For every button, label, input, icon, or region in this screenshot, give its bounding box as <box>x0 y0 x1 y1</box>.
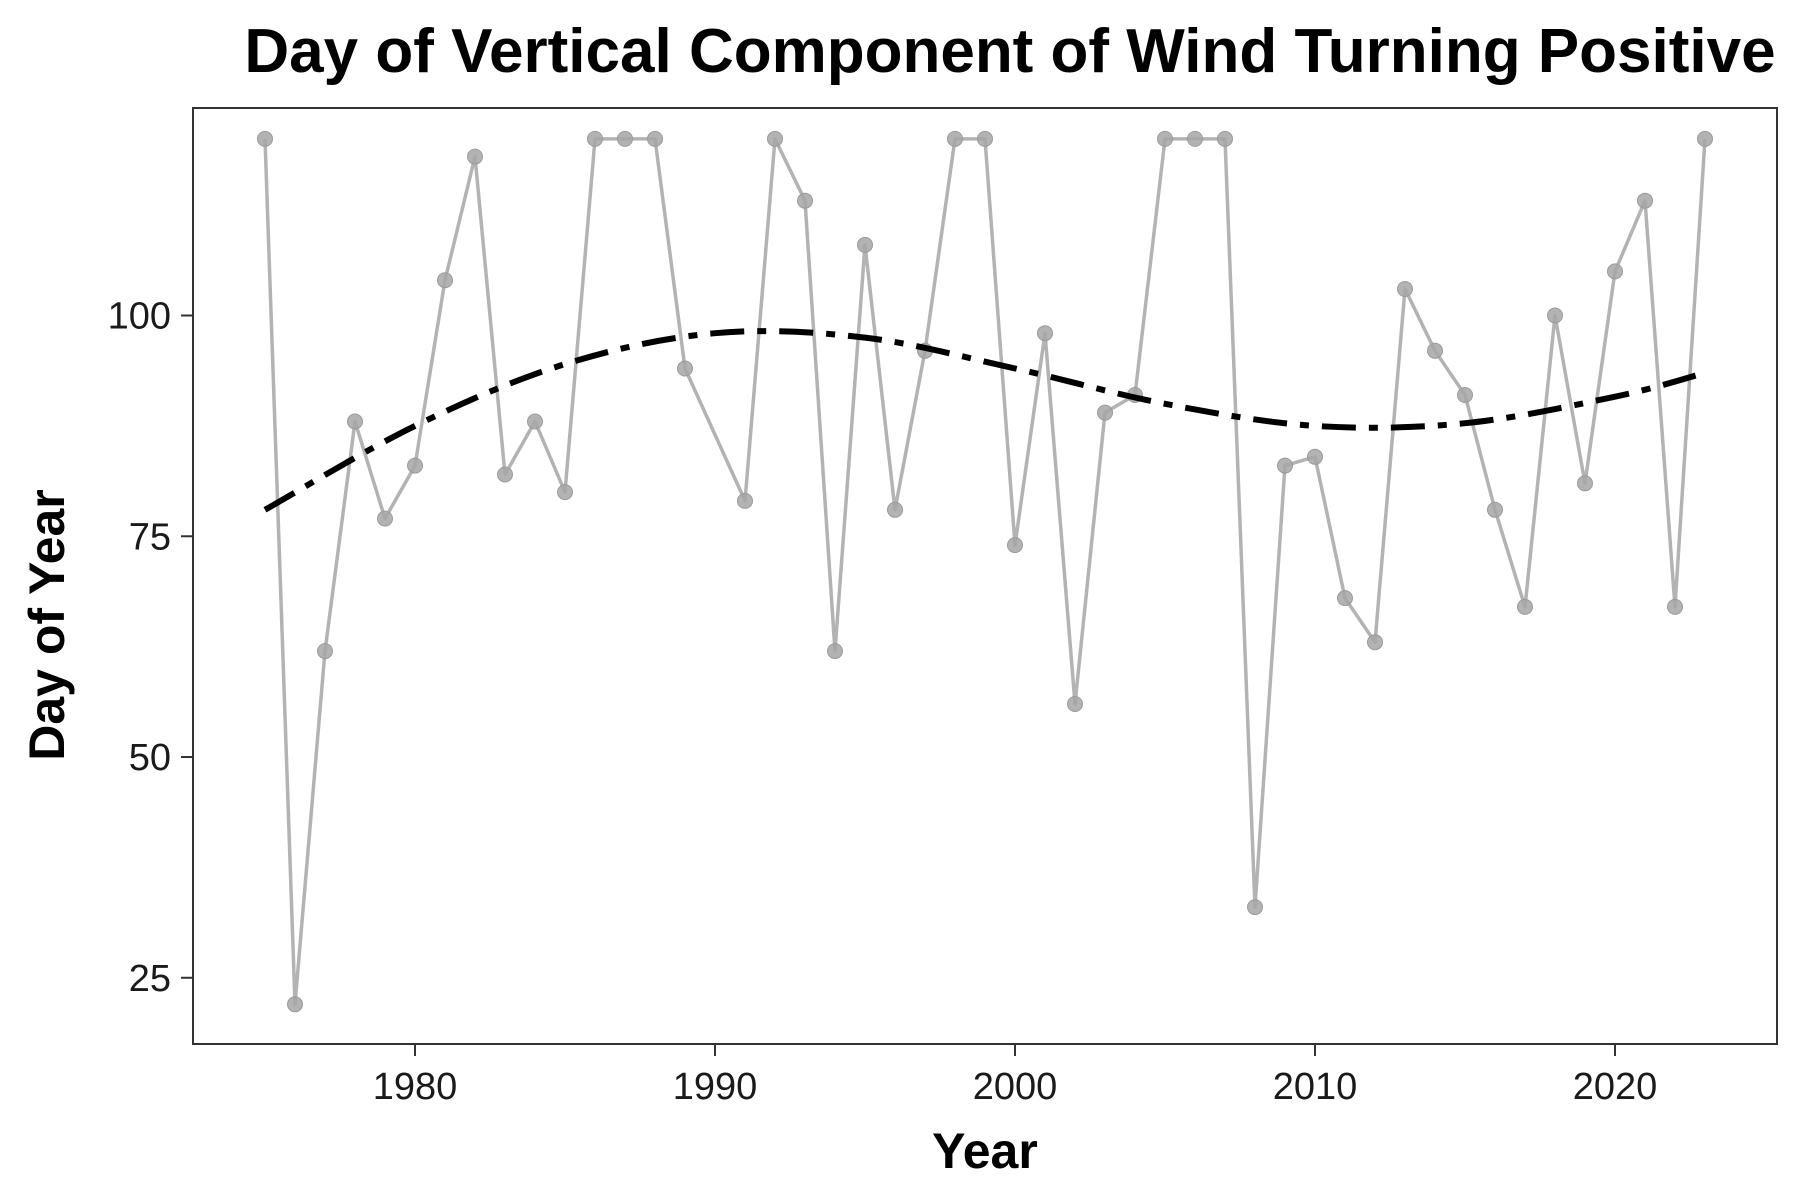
data-point <box>1097 404 1113 421</box>
data-point <box>797 192 813 209</box>
x-tick-label: 1990 <box>673 1066 758 1108</box>
x-tick-label: 2010 <box>1273 1066 1358 1108</box>
y-tick-label: 100 <box>108 296 171 338</box>
data-point <box>827 643 843 660</box>
data-point <box>947 130 963 147</box>
data-point <box>1577 475 1593 492</box>
data-point <box>1067 696 1083 712</box>
data-point <box>1187 130 1203 147</box>
x-tick-label: 2000 <box>973 1066 1058 1108</box>
data-point <box>1247 899 1263 916</box>
y-tick-label: 75 <box>129 516 171 558</box>
y-axis-title: Day of Year <box>19 489 75 760</box>
data-point <box>407 457 423 474</box>
x-tick-label: 1980 <box>373 1066 458 1108</box>
data-point <box>1607 263 1623 280</box>
data-point <box>767 130 783 147</box>
data-point <box>1517 598 1533 615</box>
trend-line <box>263 328 1706 513</box>
data-point <box>677 360 693 377</box>
y-axis: 25 50 75 100 <box>108 296 193 1000</box>
data-point <box>1427 342 1443 359</box>
data-point <box>437 272 453 289</box>
data-point <box>1457 387 1473 403</box>
data-point <box>1277 457 1293 474</box>
data-point <box>737 492 753 509</box>
data-point <box>317 643 333 660</box>
observed-series-line <box>263 137 1707 1007</box>
data-point <box>257 130 273 147</box>
data-point <box>587 130 603 147</box>
data-point <box>347 413 363 430</box>
x-axis: 1980 1990 2000 2010 2020 <box>373 1044 1658 1108</box>
data-point <box>557 484 573 501</box>
data-point <box>1547 307 1563 324</box>
data-point <box>287 996 303 1013</box>
data-point <box>647 130 663 147</box>
plot-area <box>257 130 1713 1013</box>
data-point <box>1007 537 1023 554</box>
data-point <box>527 413 543 430</box>
data-point <box>467 148 483 165</box>
data-point <box>1337 590 1353 607</box>
data-point <box>1487 501 1503 518</box>
chart-title: Day of Vertical Component of Wind Turnin… <box>244 17 1775 86</box>
data-point <box>887 501 903 518</box>
data-point <box>1637 192 1653 209</box>
x-axis-title: Year <box>932 1123 1038 1179</box>
data-point <box>497 466 513 483</box>
data-point <box>377 510 393 527</box>
data-point <box>1037 325 1053 342</box>
data-point <box>857 236 873 253</box>
data-point <box>1217 130 1233 147</box>
y-tick-label: 50 <box>129 737 171 779</box>
y-tick-label: 25 <box>129 958 171 1000</box>
data-point <box>1697 130 1713 147</box>
data-point <box>1667 598 1683 615</box>
data-point <box>1367 634 1383 651</box>
data-point <box>617 130 633 147</box>
data-point <box>977 130 993 147</box>
panel-border <box>192 107 1778 1045</box>
data-point <box>1307 448 1323 465</box>
x-tick-label: 2020 <box>1573 1066 1658 1108</box>
data-point <box>1397 281 1413 297</box>
data-point <box>1157 130 1173 147</box>
